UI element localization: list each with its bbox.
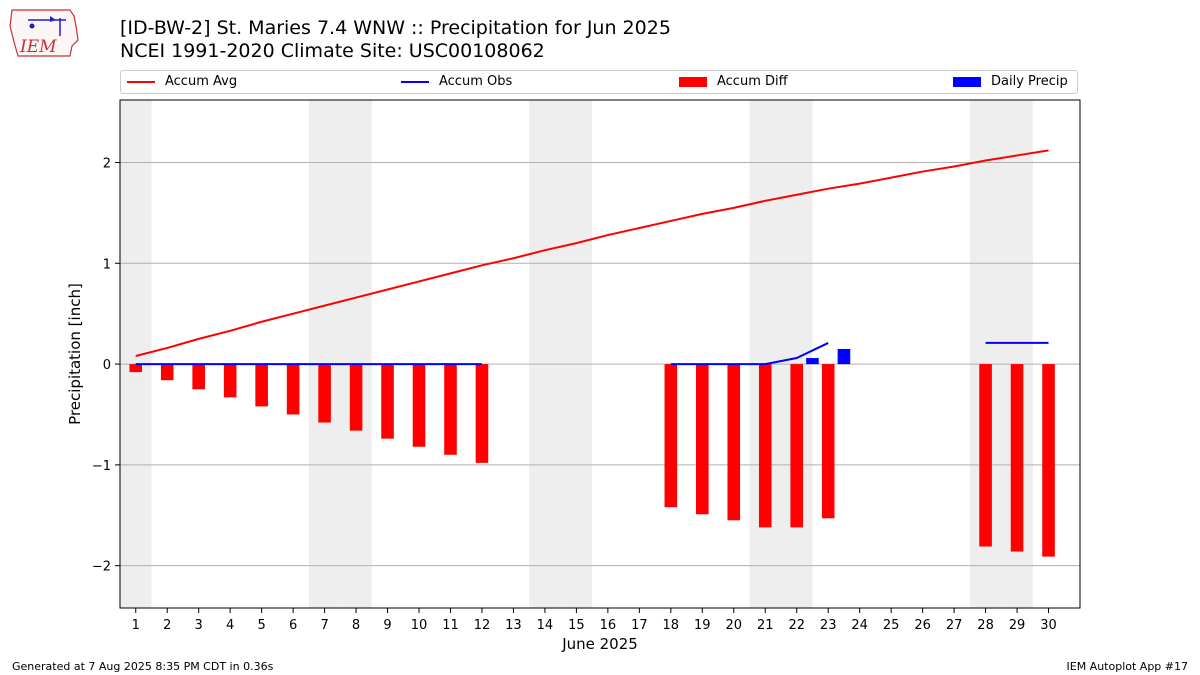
x-tick-label: 1: [132, 618, 140, 633]
footer-app-label: IEM Autoplot App #17: [1066, 660, 1189, 673]
weekend-shade: [780, 100, 813, 608]
plot-frame: [119, 99, 1081, 609]
weekend-shade: [749, 100, 781, 608]
weekend-shade: [308, 100, 341, 608]
x-tick-label: 6: [289, 618, 297, 633]
x-tick-label: 8: [352, 618, 360, 633]
accum-diff-bar: [821, 364, 835, 519]
x-axis-label: June 2025: [561, 635, 638, 653]
legend-item-accum-diff: Accum Diff: [679, 74, 788, 89]
x-tick-label: 2: [163, 618, 171, 633]
accum-diff-bar: [758, 364, 772, 528]
legend-item-daily-precip: Daily Precip: [953, 74, 1068, 89]
x-tick-label: 16: [600, 618, 617, 633]
accum-diff-bar: [696, 364, 709, 515]
iem-logo: IEM: [8, 6, 80, 62]
legend-label-accum-avg: Accum Avg: [165, 74, 238, 89]
weekend-shade: [340, 100, 372, 608]
legend-label-daily-precip: Daily Precip: [991, 74, 1068, 89]
y-tick-label: −1: [92, 459, 111, 474]
weekend-shade: [560, 100, 593, 608]
legend-item-accum-obs: Accum Obs: [401, 74, 512, 89]
accum-diff-bar: [1042, 364, 1055, 557]
iem-logo-graphic: IEM: [9, 9, 79, 57]
x-tick-label: 21: [757, 618, 774, 633]
legend-label-accum-obs: Accum Obs: [439, 74, 513, 89]
accum-diff-bar: [727, 364, 741, 521]
accum-obs-line: [670, 342, 829, 366]
x-tick-label: 5: [257, 618, 265, 633]
accum-diff-bar: [381, 364, 394, 439]
accum-diff-bar: [192, 364, 205, 390]
daily-precip-bar: [806, 358, 819, 365]
x-tick-label: 18: [663, 618, 680, 633]
accum-diff-bar: [790, 364, 804, 528]
x-tick-label: 7: [320, 618, 328, 633]
legend-label-accum-diff: Accum Diff: [717, 74, 788, 89]
weekend-shade: [529, 100, 561, 608]
accum-diff-bar: [160, 364, 174, 381]
accum-diff-bar: [255, 364, 268, 407]
accum-diff-bar: [979, 364, 992, 547]
y-axis-label: Precipitation [inch]: [66, 283, 84, 425]
x-tick-label: 28: [977, 618, 994, 633]
accum-diff-bar: [664, 364, 678, 508]
accum-diff-bar: [349, 364, 363, 431]
x-tick-label: 4: [226, 618, 234, 633]
accum-diff-bar: [412, 364, 426, 447]
x-tick-label: 30: [1040, 618, 1057, 633]
chart-subtitle: NCEI 1991-2020 Climate Site: USC00108062: [120, 40, 545, 62]
accum-diff-bar: [286, 364, 300, 415]
x-tick-label: 17: [631, 618, 648, 633]
y-tick-label: 1: [103, 257, 111, 272]
x-tick-label: 11: [442, 618, 459, 633]
legend: Accum Avg Accum Obs Accum Diff Daily Pre…: [120, 70, 1078, 94]
x-tick-label: 3: [195, 618, 203, 633]
x-tick-label: 29: [1009, 618, 1026, 633]
x-tick-label: 10: [411, 618, 428, 633]
x-tick-label: 14: [537, 618, 554, 633]
x-tick-label: 9: [383, 618, 391, 633]
x-tick-label: 23: [820, 618, 837, 633]
logo-text: IEM: [19, 37, 57, 57]
y-tick-label: 2: [103, 156, 111, 171]
x-tick-label: 15: [568, 618, 585, 633]
accum-diff-bar: [318, 364, 331, 423]
accum-diff-bar: [223, 364, 237, 398]
accum-diff-bar: [129, 364, 143, 373]
x-tick-label: 13: [505, 618, 522, 633]
accum-diff-bar: [444, 364, 457, 455]
x-tick-label: 22: [788, 618, 805, 633]
daily-precip-bar: [837, 348, 851, 365]
x-tick-label: 20: [725, 618, 742, 633]
legend-swatch-accum-diff: [679, 76, 707, 87]
x-tick-label: 19: [694, 618, 711, 633]
x-tick-label: 26: [914, 618, 931, 633]
legend-swatch-daily-precip: [953, 76, 981, 87]
chart-title: [ID-BW-2] St. Maries 7.4 WNW :: Precipit…: [120, 17, 671, 39]
y-tick-label: 0: [103, 358, 111, 373]
legend-item-accum-avg: Accum Avg: [127, 74, 237, 89]
legend-swatch-accum-obs: [401, 80, 429, 83]
accum-avg-line: [135, 149, 1049, 357]
accum-diff-bar: [1010, 364, 1024, 552]
x-tick-label: 12: [474, 618, 491, 633]
x-tick-label: 25: [883, 618, 900, 633]
y-tick-label: −2: [92, 560, 111, 575]
legend-swatch-accum-avg: [127, 80, 155, 83]
accum-diff-bar: [475, 364, 489, 463]
footer-generated-text: Generated at 7 Aug 2025 8:35 PM CDT in 0…: [12, 660, 274, 673]
x-tick-label: 24: [851, 618, 868, 633]
x-tick-label: 27: [946, 618, 963, 633]
